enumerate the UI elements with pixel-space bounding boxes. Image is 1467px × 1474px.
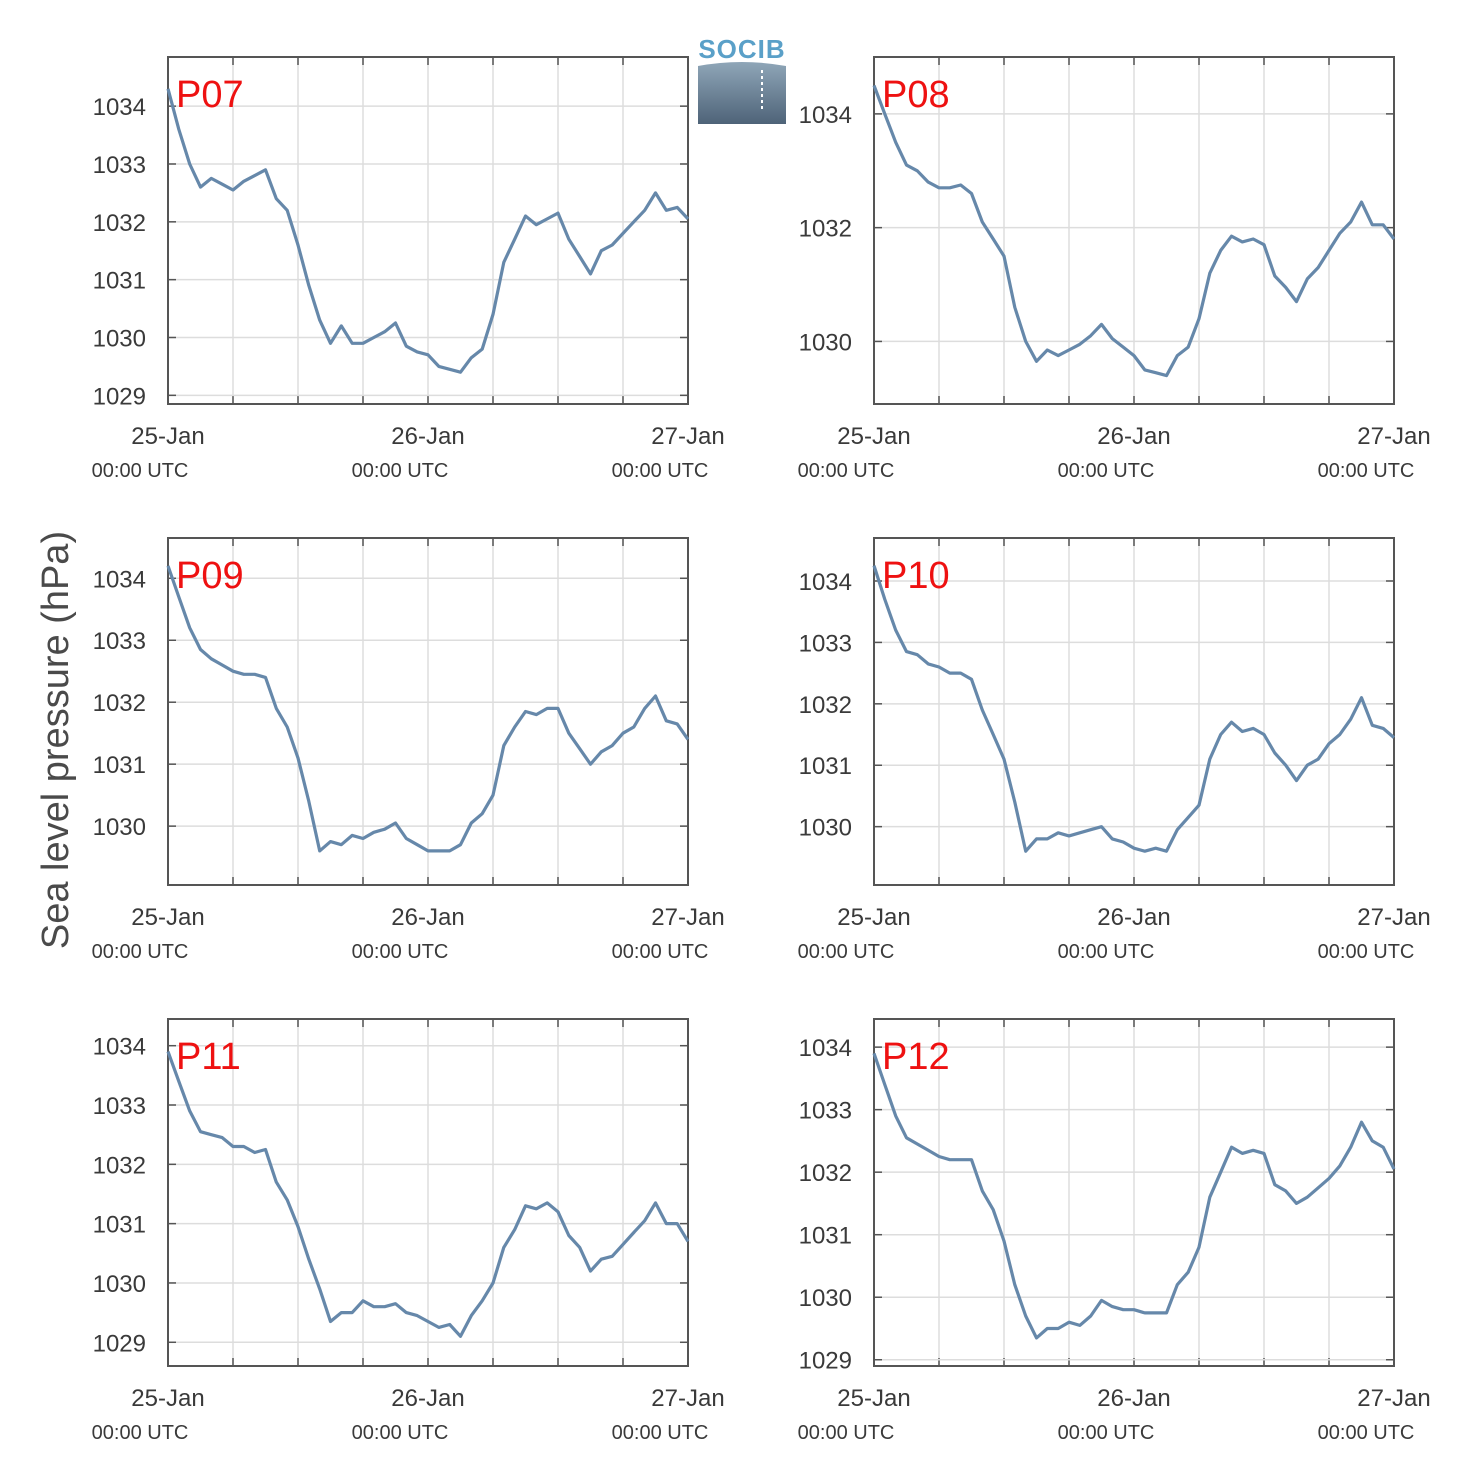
pressure-series-line	[872, 1052, 1396, 1340]
x-tick-label-time: 00:00 UTC	[352, 941, 449, 963]
y-tick-label: 1034	[93, 94, 146, 121]
x-tick-label-time: 00:00 UTC	[1318, 460, 1415, 482]
y-tick-label: 1030	[799, 329, 852, 356]
y-tick-label: 1031	[799, 1223, 852, 1250]
pressure-series-line	[872, 565, 1396, 853]
y-tick-label: 1032	[93, 690, 146, 717]
x-tick-label-date: 25-Jan	[837, 423, 910, 450]
y-tick-label: 1030	[799, 1285, 852, 1312]
x-tick-label-time: 00:00 UTC	[1318, 941, 1415, 963]
x-tick-label-time: 00:00 UTC	[798, 460, 895, 482]
y-tick-label: 1029	[93, 383, 146, 410]
x-tick-label-time: 00:00 UTC	[612, 1422, 709, 1444]
panel-p08: 1030 1032 1034 P08 25-Jan 00:00 UTC 26-Jan 00:0…	[798, 56, 1431, 482]
x-tick-label-date: 27-Jan	[1357, 423, 1430, 450]
y-tick-label: 1033	[93, 1093, 146, 1120]
x-tick-label-date: 25-Jan	[131, 1385, 204, 1412]
y-tick-label: 1032	[799, 692, 852, 719]
y-tick-label: 1033	[799, 630, 852, 657]
x-tick-label-date: 25-Jan	[131, 423, 204, 450]
y-tick-label: 1031	[799, 753, 852, 780]
axes-frame	[873, 56, 1395, 405]
x-tick-label-date: 25-Jan	[837, 904, 910, 931]
x-tick-label-time: 00:00 UTC	[1058, 941, 1155, 963]
y-tick-label: 1033	[93, 628, 146, 655]
panel-label: P12	[882, 1036, 950, 1078]
x-tick-label-date: 27-Jan	[1357, 904, 1430, 931]
x-tick-label-time: 00:00 UTC	[1318, 1422, 1415, 1444]
x-tick-label-time: 00:00 UTC	[798, 1422, 895, 1444]
y-tick-label: 1033	[93, 152, 146, 179]
y-tick-label: 1030	[93, 814, 146, 841]
x-tick-label-date: 26-Jan	[391, 423, 464, 450]
x-tick-label-date: 26-Jan	[1097, 423, 1170, 450]
x-tick-label-date: 25-Jan	[131, 904, 204, 931]
panel-label: P09	[176, 555, 244, 597]
socib-logo-wave	[698, 62, 786, 124]
y-tick-label: 1034	[799, 569, 852, 596]
y-tick-label: 1033	[799, 1098, 852, 1125]
panel-p07: 1029 1030 1031 1032 1033 1034 P07 25-Jan 00:00 U…	[92, 56, 725, 482]
y-tick-label: 1031	[93, 268, 146, 295]
x-tick-label-date: 27-Jan	[651, 423, 724, 450]
pressure-series-line	[166, 88, 690, 374]
y-tick-label: 1032	[93, 1152, 146, 1179]
y-tick-label: 1030	[93, 1271, 146, 1298]
x-tick-label-time: 00:00 UTC	[92, 1422, 189, 1444]
y-tick-label: 1029	[93, 1330, 146, 1357]
axes-frame	[167, 537, 689, 886]
x-tick-label-time: 00:00 UTC	[352, 1422, 449, 1444]
y-axis-label: Sea level pressure (hPa)	[35, 531, 77, 949]
x-tick-label-date: 26-Jan	[1097, 904, 1170, 931]
axes-frame	[873, 537, 1395, 886]
pressure-series-line	[872, 84, 1396, 378]
pressure-series-line	[166, 565, 690, 853]
x-tick-label-date: 27-Jan	[1357, 1385, 1430, 1412]
y-tick-label: 1029	[799, 1348, 852, 1375]
x-tick-label-time: 00:00 UTC	[352, 460, 449, 482]
socib-logo-text: SOCIB	[698, 34, 785, 64]
y-tick-label: 1032	[799, 216, 852, 243]
axes-frame	[167, 1018, 689, 1367]
pressure-series-line	[166, 1051, 690, 1338]
y-tick-label: 1030	[93, 325, 146, 352]
y-tick-label: 1032	[799, 1160, 852, 1187]
panel-label: P11	[176, 1036, 241, 1078]
y-tick-label: 1032	[93, 210, 146, 237]
y-tick-label: 1030	[799, 815, 852, 842]
panel-p09: 1030 1031 1032 1033 1034 P09 25-Jan 00:00 UTC 26…	[92, 537, 725, 963]
x-tick-label-date: 26-Jan	[391, 904, 464, 931]
x-tick-label-date: 27-Jan	[651, 1385, 724, 1412]
panel-label: P10	[882, 555, 950, 597]
y-tick-label: 1034	[799, 1035, 852, 1062]
x-tick-label-time: 00:00 UTC	[798, 941, 895, 963]
axes-frame	[873, 1018, 1395, 1367]
axes-frame	[167, 56, 689, 405]
panel-label: P07	[176, 74, 244, 116]
x-tick-label-time: 00:00 UTC	[92, 941, 189, 963]
x-tick-label-time: 00:00 UTC	[612, 941, 709, 963]
x-tick-label-date: 27-Jan	[651, 904, 724, 931]
x-tick-label-time: 00:00 UTC	[612, 460, 709, 482]
y-tick-label: 1031	[93, 1212, 146, 1239]
panel-p11: 1029 1030 1031 1032 1033 1034 P11 25-Jan 00:00 U…	[92, 1018, 725, 1444]
panel-label: P08	[882, 74, 950, 116]
x-tick-label-time: 00:00 UTC	[1058, 1422, 1155, 1444]
x-tick-label-time: 00:00 UTC	[1058, 460, 1155, 482]
panel-p12: 1029 1030 1031 1032 1033 1034 P12 25-Jan 00:00 U…	[798, 1018, 1431, 1444]
y-tick-label: 1031	[93, 752, 146, 779]
x-tick-label-time: 00:00 UTC	[92, 460, 189, 482]
y-tick-label: 1034	[93, 1034, 146, 1061]
socib-logo: SOCIB	[698, 34, 786, 124]
x-tick-label-date: 25-Jan	[837, 1385, 910, 1412]
x-tick-label-date: 26-Jan	[1097, 1385, 1170, 1412]
y-tick-label: 1034	[799, 102, 852, 129]
panel-p10: 1030 1031 1032 1033 1034 P10 25-Jan 00:00 UTC 26…	[798, 537, 1431, 963]
x-tick-label-date: 26-Jan	[391, 1385, 464, 1412]
y-tick-label: 1034	[93, 566, 146, 593]
